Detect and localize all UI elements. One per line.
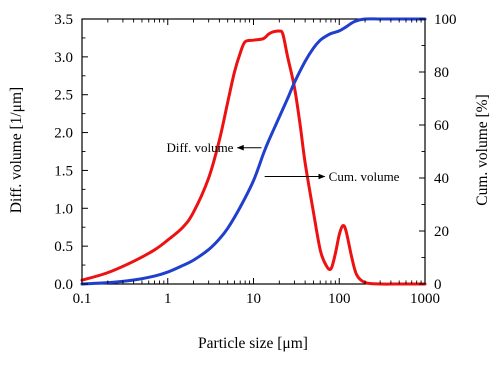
x-tick-label: 1 (164, 291, 172, 307)
annotation-label-cum-volume: Cum. volume (329, 169, 400, 184)
x-tick-label: 100 (328, 291, 351, 307)
x-tick-label: 0.1 (73, 291, 92, 307)
y-left-tick-label: 3.0 (54, 50, 73, 66)
y-axis-label-left: Diff. volume [1/μm] (8, 87, 25, 213)
y-left-tick-label: 1.0 (54, 201, 73, 217)
y-left-tick-label: 1.5 (54, 163, 73, 179)
y-right-tick-label: 40 (434, 171, 449, 187)
y-left-tick-label: 2.0 (54, 126, 73, 142)
y-left-tick-label: 3.5 (54, 12, 73, 28)
y-right-tick-label: 60 (434, 118, 449, 134)
annotation-label-diff-volume: Diff. volume (167, 140, 234, 155)
series-line-diff-volume (80, 29, 427, 286)
plot-area-border (81, 18, 426, 285)
x-tick-label: 1000 (410, 291, 440, 307)
y-left-tick-label: 0.5 (54, 239, 73, 255)
series-line-cum-volume (80, 17, 427, 286)
y-axis-label-right: Cum. volume [%] (474, 94, 491, 206)
y-right-tick-label: 0 (434, 277, 442, 293)
x-axis-label: Particle size [μm] (198, 335, 308, 352)
x-tick-label: 10 (246, 291, 261, 307)
y-left-tick-label: 0.0 (54, 277, 73, 293)
y-left-tick-label: 2.5 (54, 88, 73, 104)
y-right-tick-label: 100 (434, 12, 457, 28)
y-right-tick-label: 20 (434, 224, 449, 240)
y-right-tick-label: 80 (434, 65, 449, 81)
